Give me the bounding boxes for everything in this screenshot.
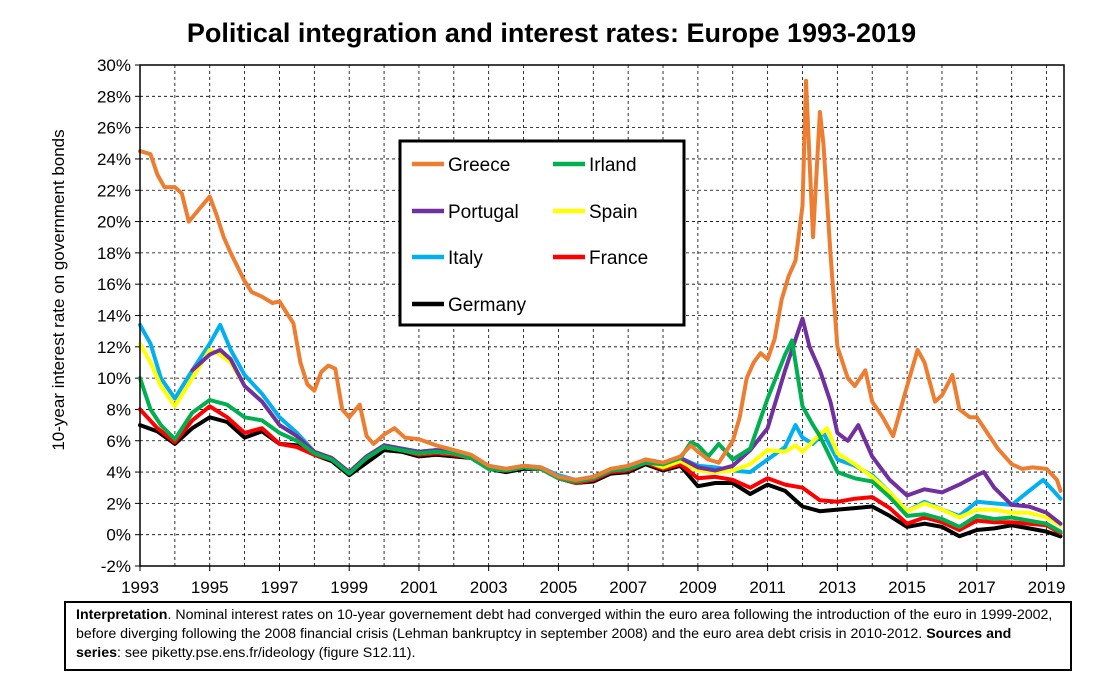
- y-tick-label: 2%: [106, 494, 131, 513]
- x-tick-label: 2005: [540, 578, 578, 597]
- legend-label-greece: Greece: [448, 155, 510, 176]
- series-line-spain: [138, 341, 1063, 528]
- x-tick-label: 1997: [261, 578, 299, 597]
- x-tick-label: 2013: [818, 578, 856, 597]
- series-line-portugal: [190, 316, 1063, 526]
- y-tick-label: 18%: [97, 244, 131, 263]
- interpretation-text: . Nominal interest rates on 10-year gove…: [76, 607, 1053, 642]
- interpretation-label: Interpretation: [76, 607, 168, 623]
- legend-label-irland: Irland: [589, 155, 637, 176]
- x-tick-label: 2011: [749, 578, 786, 597]
- y-tick-label: 14%: [97, 307, 131, 326]
- y-axis-label: 10-year interest rate on government bond…: [49, 129, 68, 450]
- interpretation-note: Interpretation. Nominal interest rates o…: [64, 601, 1072, 671]
- plot-area-frame: [139, 64, 1065, 567]
- y-tick-label: 10%: [97, 369, 131, 388]
- y-tick-label: 26%: [97, 119, 131, 138]
- sources-text: : see piketty.pse.ens.fr/ideology (figur…: [117, 645, 416, 661]
- legend-label-portugal: Portugal: [448, 202, 519, 223]
- legend-box: [398, 139, 686, 327]
- legend-label-spain: Spain: [589, 202, 638, 223]
- x-tick-label: 1995: [191, 578, 229, 597]
- line-chart: -2% 0% 2% 4% 6% 8% 10% 12% 14% 16% 18% 20% 22% 24% 26%…: [49, 56, 1065, 597]
- x-tick-label: 2017: [958, 578, 996, 597]
- x-tick-label: 2019: [1028, 578, 1066, 597]
- series-line-greece: [138, 78, 1063, 493]
- y-tick-label: 28%: [97, 87, 131, 106]
- series-line-irland: [138, 338, 1063, 534]
- y-tick-label: 8%: [106, 400, 131, 419]
- y-tick-label: 30%: [97, 56, 131, 75]
- legend: Greece Irland Portugal Spain Italy France Germ…: [398, 139, 686, 327]
- y-tick-label: 22%: [97, 181, 131, 200]
- sources-label: Sources and series: [76, 626, 1012, 661]
- y-tick-label: 4%: [106, 463, 131, 482]
- y-tick-label: 20%: [97, 213, 131, 232]
- legend-label-italy: Italy: [448, 248, 483, 269]
- legend-label-france: France: [589, 248, 648, 269]
- y-tick-label: 24%: [97, 150, 131, 169]
- y-tick-label: 0%: [106, 526, 131, 545]
- x-tick-label: 1993: [121, 578, 159, 597]
- y-tick-label: 12%: [97, 338, 131, 357]
- y-tick-label: 16%: [97, 275, 131, 294]
- x-tick-label: 2001: [400, 578, 438, 597]
- x-tick-label: 2015: [888, 578, 926, 597]
- x-tick-label: 2007: [609, 578, 647, 597]
- x-tick-label: 2009: [679, 578, 717, 597]
- x-tick-label: 2003: [470, 578, 508, 597]
- y-tick-labels: -2% 0% 2% 4% 6% 8% 10% 12% 14% 16% 18% 20% 22% 24% 26%…: [97, 56, 131, 576]
- chart-title: Political integration and interest rates…: [186, 18, 917, 48]
- legend-label-germany: Germany: [448, 295, 527, 316]
- x-tick-label: 1999: [330, 578, 368, 597]
- y-tick-label: -2%: [101, 557, 131, 576]
- series-lines: [138, 78, 1063, 539]
- y-tick-label: 6%: [106, 432, 131, 451]
- x-tick-labels: 1993 1995 1997 1999 2001 2003 2005 2007 2009 2011…: [121, 578, 1065, 597]
